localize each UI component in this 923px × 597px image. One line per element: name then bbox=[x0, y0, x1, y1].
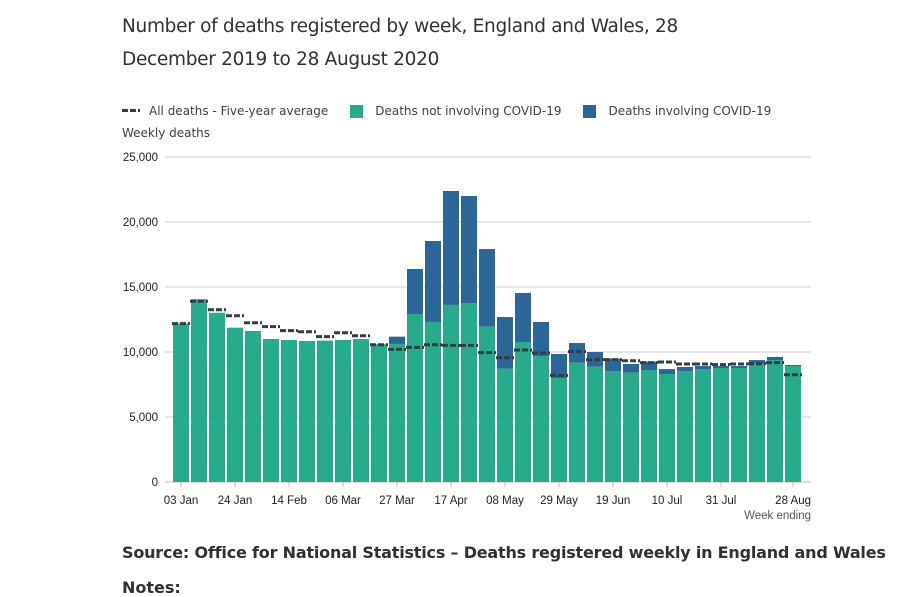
bar-not-covid bbox=[569, 362, 585, 482]
bar-not-covid bbox=[551, 378, 567, 482]
bar-not-covid bbox=[497, 368, 513, 482]
y-tick-label: 20,000 bbox=[123, 217, 158, 229]
x-tick-label: 17 Apr bbox=[434, 495, 467, 507]
bar-covid bbox=[551, 353, 567, 378]
bar-not-covid bbox=[407, 314, 423, 482]
teal-square-icon bbox=[350, 104, 364, 118]
bar-not-covid bbox=[767, 360, 783, 482]
bar-not-covid bbox=[731, 367, 747, 482]
y-tick-label: 15,000 bbox=[123, 282, 158, 294]
bar-not-covid bbox=[443, 304, 459, 482]
bar-covid bbox=[461, 196, 477, 303]
y-axis-ticks: 0 5,000 10,000 15,000 20,000 25,000 bbox=[123, 152, 158, 489]
x-tick-label: 19 Jun bbox=[596, 495, 631, 507]
source-note: Source: Office for National Statistics –… bbox=[122, 543, 886, 562]
legend-item-not-covid: Deaths not involving COVID-19 bbox=[350, 104, 561, 118]
bar-not-covid bbox=[713, 367, 729, 482]
bar-not-covid bbox=[533, 356, 549, 482]
bar-not-covid bbox=[317, 340, 333, 482]
bar-not-covid bbox=[245, 331, 261, 482]
bar-not-covid bbox=[263, 339, 279, 482]
bar-not-covid bbox=[659, 373, 675, 482]
bar-not-covid bbox=[335, 339, 351, 482]
bar-not-covid bbox=[425, 321, 441, 482]
bar-covid bbox=[659, 369, 675, 374]
bar-covid bbox=[677, 366, 693, 371]
bar-not-covid bbox=[605, 370, 621, 482]
bar-not-covid bbox=[389, 343, 405, 482]
bar-not-covid bbox=[191, 299, 207, 482]
bar-not-covid bbox=[281, 340, 297, 482]
x-axis-ticks: 03 Jan 24 Jan 14 Feb 06 Mar 27 Mar 17 Apr 08 M… bbox=[164, 482, 811, 507]
x-tick-label: 06 Mar bbox=[325, 495, 361, 507]
x-tick-label: 27 Mar bbox=[379, 495, 415, 507]
bar-not-covid bbox=[299, 340, 315, 482]
bar-covid bbox=[731, 366, 747, 368]
bar-not-covid bbox=[461, 302, 477, 482]
bar-not-covid bbox=[587, 366, 603, 482]
y-axis-label: Weekly deaths bbox=[122, 126, 211, 140]
bar-not-covid bbox=[677, 370, 693, 482]
bar-covid bbox=[479, 249, 495, 327]
bar-not-covid bbox=[785, 366, 801, 482]
chart-legend: All deaths - Five-year average Deaths no… bbox=[122, 104, 793, 118]
bar-covid bbox=[533, 321, 549, 357]
bar-covid bbox=[515, 292, 531, 342]
bars bbox=[173, 190, 801, 482]
legend-item-covid: Deaths involving COVID-19 bbox=[583, 104, 771, 118]
bar-covid bbox=[713, 366, 729, 368]
legend-item-five-year-average: All deaths - Five-year average bbox=[122, 104, 328, 118]
bar-covid bbox=[623, 363, 639, 373]
bar-covid bbox=[425, 240, 441, 322]
bar-covid bbox=[767, 356, 783, 361]
y-tick-label: 25,000 bbox=[123, 152, 158, 164]
x-tick-label: 10 Jul bbox=[652, 495, 683, 507]
legend-label: Deaths involving COVID-19 bbox=[608, 104, 772, 118]
bar-covid bbox=[749, 360, 765, 364]
bar-covid bbox=[605, 358, 621, 371]
bar-not-covid bbox=[227, 327, 243, 482]
x-tick-label: 31 Jul bbox=[706, 495, 737, 507]
bar-covid bbox=[695, 366, 711, 370]
x-tick-label: 03 Jan bbox=[164, 495, 199, 507]
bar-covid bbox=[443, 190, 459, 305]
x-tick-label: 29 May bbox=[540, 495, 578, 507]
dashed-line-icon bbox=[122, 109, 140, 113]
bar-not-covid bbox=[695, 369, 711, 482]
bar-covid bbox=[497, 317, 513, 369]
x-axis-label: Week ending bbox=[744, 510, 811, 522]
bar-not-covid bbox=[371, 344, 387, 482]
bar-not-covid bbox=[515, 341, 531, 482]
bar-not-covid bbox=[749, 363, 765, 482]
bar-not-covid bbox=[623, 372, 639, 482]
bar-covid bbox=[641, 361, 657, 371]
legend-label: All deaths - Five-year average bbox=[149, 104, 329, 118]
bar-covid bbox=[389, 336, 405, 344]
y-tick-label: 5,000 bbox=[129, 412, 158, 424]
x-tick-label: 08 May bbox=[486, 495, 524, 507]
legend-label: Deaths not involving COVID-19 bbox=[375, 104, 562, 118]
bar-not-covid bbox=[173, 323, 189, 482]
x-tick-label: 24 Jan bbox=[218, 495, 253, 507]
notes-heading: Notes: bbox=[122, 578, 181, 597]
y-tick-label: 10,000 bbox=[123, 347, 158, 359]
chart-title: Number of deaths registered by week, Eng… bbox=[122, 16, 678, 70]
bar-not-covid bbox=[353, 339, 369, 482]
blue-square-icon bbox=[583, 104, 597, 118]
bar-not-covid bbox=[479, 326, 495, 482]
bar-not-covid bbox=[641, 370, 657, 482]
bar-covid bbox=[407, 268, 423, 315]
five-year-average-line bbox=[172, 299, 802, 377]
bar-not-covid bbox=[209, 312, 225, 482]
bar-covid bbox=[785, 365, 801, 367]
x-tick-label: 28 Aug bbox=[775, 495, 811, 507]
y-tick-label: 0 bbox=[152, 477, 158, 489]
x-tick-label: 14 Feb bbox=[271, 495, 307, 507]
